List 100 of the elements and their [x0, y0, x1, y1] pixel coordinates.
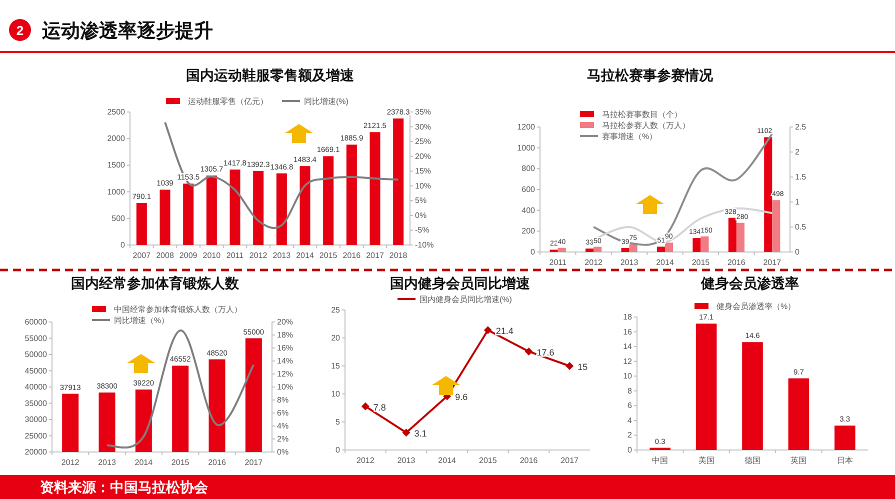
y-tick-label: 10 [331, 390, 341, 398]
data-label: 15 [578, 362, 588, 372]
y-tick-label: 2 [628, 430, 633, 440]
legend-label: 健身会员渗透率（%） [716, 302, 796, 311]
bar [728, 218, 736, 252]
y2-tick-label: 2.5 [795, 122, 807, 132]
x-tick-label: 2016 [342, 251, 362, 260]
x-tick-label: 2014 [438, 456, 457, 465]
y-tick-label: 60000 [24, 318, 48, 326]
x-tick-label: 日本 [836, 456, 853, 465]
y-tick-label: 4 [628, 416, 633, 425]
y2-tick-label: 18% [277, 330, 294, 340]
bar [772, 200, 780, 252]
point [402, 428, 410, 437]
y-tick-label: 200 [522, 226, 536, 236]
x-tick-label: 2010 [202, 251, 222, 260]
y-tick-label: 8 [628, 386, 633, 396]
bar [160, 190, 170, 245]
x-tick-label: 2012 [249, 251, 268, 260]
x-tick-label: 2017 [244, 458, 264, 467]
bar [700, 236, 709, 252]
bar [692, 238, 701, 252]
y2-tick-label: 10% [277, 382, 294, 392]
y-tick-label: 0 [530, 248, 536, 256]
x-tick-label: 2016 [520, 456, 538, 465]
legend-label: 马拉松赛事数目（个） [602, 110, 682, 119]
bar [834, 426, 856, 450]
x-tick-label: 2012 [356, 456, 375, 465]
y2-tick-label: 10% [415, 181, 432, 190]
y-tick-label: 30000 [24, 415, 48, 424]
y-tick-label: 1000 [107, 187, 126, 196]
y2-tick-label: 25% [415, 137, 432, 146]
y2-tick-label: 12% [277, 370, 294, 378]
y2-tick-label: 2 [795, 148, 800, 156]
bar [736, 222, 744, 252]
data-label: 21.4 [496, 326, 514, 336]
y-tick-label: 1000 [517, 143, 536, 152]
data-label: 7.8 [373, 402, 386, 412]
y-tick-label: 6 [628, 401, 633, 410]
bar [206, 176, 217, 245]
chart-title: 国内经常参加体育锻炼人数 [71, 275, 240, 291]
x-tick-label: 2014 [296, 251, 314, 260]
legend-label: 赛事增速（%） [602, 132, 658, 141]
y-tick-label: 20000 [24, 448, 48, 456]
x-tick-label: 2007 [132, 251, 152, 260]
y2-tick-label: 0% [415, 210, 427, 220]
y-tick-label: 15 [331, 362, 341, 370]
x-tick-label: 美国 [698, 456, 714, 465]
bar [594, 246, 602, 252]
bar [656, 246, 665, 252]
y2-tick-label: -5% [415, 226, 430, 235]
x-tick-label: 2014 [656, 258, 674, 267]
y2-tick-label: 35% [415, 108, 432, 116]
y2-tick-label: 5% [415, 196, 427, 206]
y2-tick-label: 4% [277, 422, 289, 430]
legend-label: 运动鞋服零售（亿元） [188, 97, 268, 106]
bar [742, 342, 763, 450]
legend-label: 同比增速(%) [304, 97, 349, 106]
x-tick-label: 2013 [272, 251, 292, 260]
y2-tick-label: 8% [277, 396, 289, 404]
y-tick-label: 5 [336, 418, 341, 426]
legend-label: 中国经常参加体育锻炼人数（万人） [114, 305, 242, 314]
x-tick-label: 2012 [584, 258, 604, 267]
y-tick-label: 12 [623, 356, 633, 366]
bar [183, 184, 194, 245]
legend-label: 同比增速（%） [114, 316, 170, 325]
x-tick-label: 2013 [98, 458, 116, 467]
y-tick-label: 600 [522, 185, 536, 194]
y-tick-label: 10 [623, 372, 633, 381]
point [524, 347, 533, 356]
x-tick-label: 2018 [389, 251, 408, 260]
bar [346, 144, 357, 245]
bar [253, 170, 264, 245]
y-tick-label: 0 [336, 446, 341, 454]
bar [586, 248, 594, 252]
y-tick-label: 2500 [107, 108, 126, 116]
y-tick-label: 16 [623, 327, 633, 336]
x-tick-label: 英国 [790, 456, 807, 465]
x-tick-label: 2014 [134, 458, 154, 467]
y-tick-label: 18 [623, 312, 633, 322]
x-tick-label: 2012 [61, 458, 80, 467]
y2-tick-label: 15% [415, 166, 432, 176]
y-tick-label: 25000 [24, 431, 48, 440]
x-tick-label: 2011 [549, 258, 568, 267]
y-tick-label: 55000 [24, 334, 48, 343]
x-tick-label: 2017 [763, 258, 782, 267]
bar [136, 202, 147, 245]
bar [230, 170, 240, 245]
y2-tick-label: 0.5 [795, 222, 807, 232]
y2-tick-label: 6% [277, 408, 289, 418]
data-label: 9.6 [455, 392, 468, 402]
bar [764, 137, 772, 252]
y-tick-label: 1500 [107, 160, 126, 170]
bar [276, 173, 287, 245]
point [361, 402, 370, 410]
bar [629, 244, 638, 252]
y-tick-label: 35000 [24, 398, 48, 408]
y2-tick-label: 20% [415, 152, 432, 161]
x-tick-label: 2016 [728, 258, 746, 267]
y2-tick-label: 0 [795, 248, 800, 256]
